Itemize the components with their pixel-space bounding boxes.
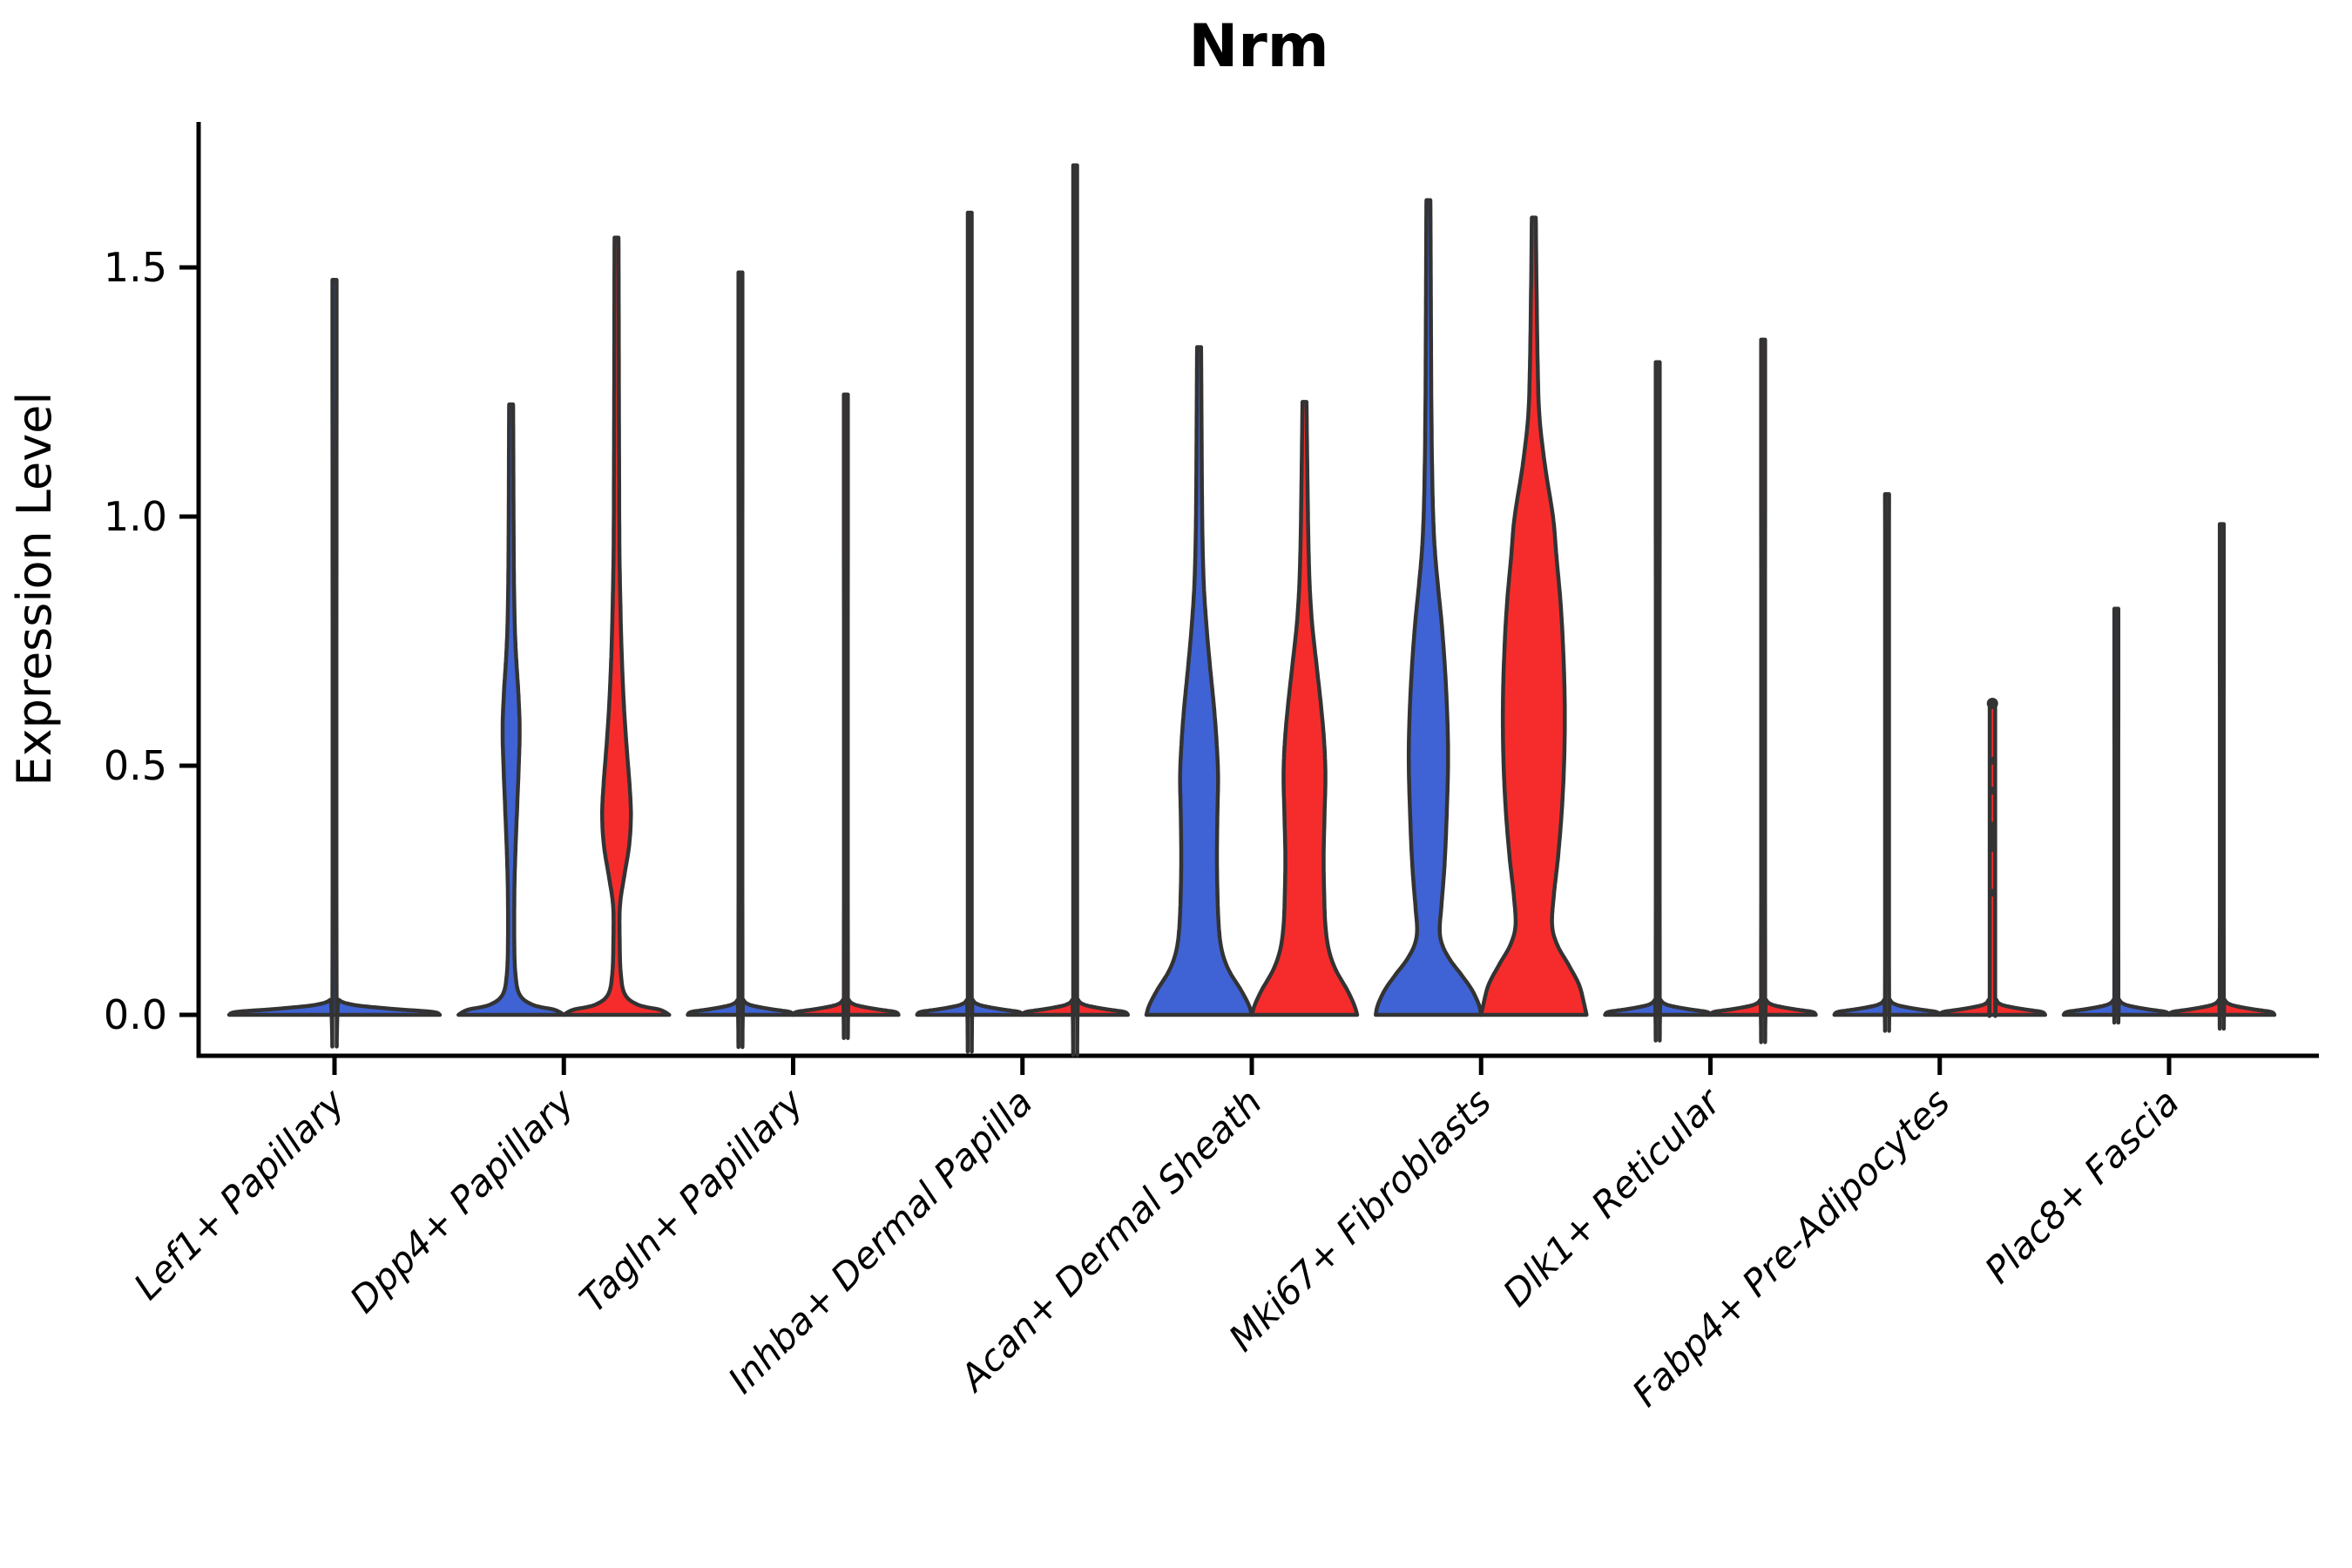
x-category-label-5: Mki67+ Fibroblasts bbox=[1220, 1080, 1499, 1359]
expression-point-8-0 bbox=[2113, 672, 2119, 679]
y-tick-label-0: 0.0 bbox=[104, 991, 167, 1038]
violin-0-single bbox=[226, 278, 443, 1049]
violin-6-red bbox=[1708, 337, 1818, 1044]
violin-5-red bbox=[1479, 215, 1589, 1017]
x-category-label-1: Dpp4+ Papillary bbox=[341, 1080, 583, 1321]
expression-point-7-5 bbox=[1988, 836, 1997, 845]
violin-7-red bbox=[1937, 699, 2048, 1018]
violin-1-red bbox=[562, 235, 672, 1017]
violin-4-blue bbox=[1144, 345, 1254, 1017]
violin-5-blue bbox=[1374, 198, 1484, 1017]
x-category-label-0: Lef1+ Papillary bbox=[125, 1080, 354, 1308]
violin-8-red bbox=[2166, 522, 2277, 1031]
expression-point-7-4 bbox=[1988, 828, 1997, 837]
expression-point-7-1 bbox=[1988, 756, 1997, 765]
x-category-label-6: Dlk1+ Reticular bbox=[1495, 1078, 1731, 1315]
violin-1-blue bbox=[456, 402, 566, 1017]
x-category-label-2: Tagln+ Papillary bbox=[571, 1080, 813, 1321]
expression-point-8-1 bbox=[2113, 700, 2119, 706]
violin-7-blue bbox=[1832, 492, 1943, 1033]
expression-point-7-7 bbox=[1988, 889, 1997, 897]
violin-4-red bbox=[1249, 400, 1360, 1017]
expression-point-7-2 bbox=[1988, 787, 1997, 795]
violin-3-red bbox=[1020, 163, 1131, 1058]
expression-point-8-5 bbox=[2113, 832, 2119, 839]
expression-point-7-6 bbox=[1988, 843, 1997, 852]
y-axis-title: Expression Level bbox=[7, 392, 62, 787]
y-tick-label-2: 1.0 bbox=[104, 493, 167, 540]
violin-6-blue bbox=[1603, 360, 1713, 1043]
expression-point-8-4 bbox=[2113, 797, 2119, 804]
violin-3-blue bbox=[915, 210, 1025, 1054]
chart-title: Nrm bbox=[1188, 12, 1328, 81]
violin-2-blue bbox=[686, 270, 795, 1050]
violin-8-blue bbox=[2061, 606, 2172, 1025]
expression-point-7-3 bbox=[1988, 821, 1997, 830]
expression-point-7-0 bbox=[1986, 698, 1998, 709]
y-tick-label-1: 0.5 bbox=[104, 742, 167, 789]
expression-point-8-2 bbox=[2113, 720, 2119, 727]
x-category-label-8: Plac8+ Fascia bbox=[1977, 1080, 2187, 1291]
expression-point-8-6 bbox=[2113, 847, 2119, 854]
violin-2-red bbox=[791, 392, 901, 1040]
y-tick-label-3: 1.5 bbox=[104, 244, 167, 291]
expression-point-8-3 bbox=[2113, 767, 2119, 774]
